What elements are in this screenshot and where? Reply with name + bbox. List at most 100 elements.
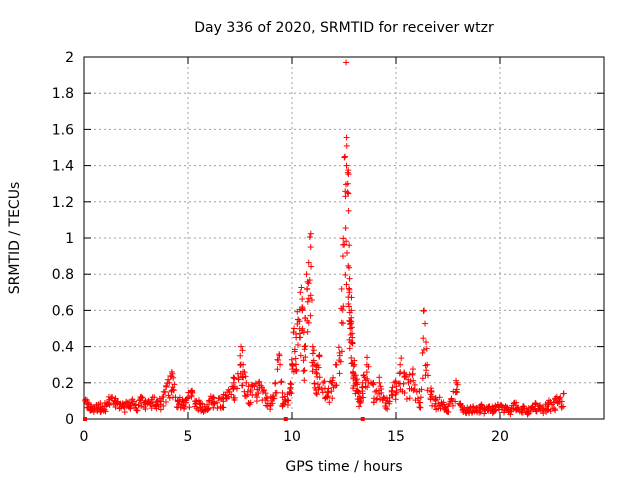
data-point	[410, 377, 417, 384]
data-point	[445, 408, 452, 415]
data-point	[374, 395, 381, 402]
data-point	[392, 391, 399, 398]
data-point	[406, 395, 413, 402]
data-point	[358, 384, 365, 391]
data-point	[342, 193, 349, 200]
data-point	[424, 372, 431, 379]
data-point	[352, 377, 359, 384]
data-point	[247, 399, 254, 406]
data-point	[238, 343, 245, 350]
data-point	[294, 341, 301, 348]
y-tick-label: 0.6	[52, 303, 74, 319]
data-point	[348, 324, 355, 331]
data-point	[333, 361, 340, 368]
data-point	[558, 398, 565, 405]
data-point	[397, 361, 404, 368]
y-tick-label: 1.2	[52, 195, 74, 211]
data-point	[307, 312, 314, 319]
data-point	[524, 411, 531, 418]
tick-layer	[83, 56, 604, 420]
data-point	[409, 366, 416, 373]
data-point	[484, 407, 491, 414]
data-point	[162, 399, 169, 406]
data-point	[354, 381, 361, 388]
data-point	[349, 334, 356, 341]
data-point	[365, 363, 372, 370]
data-point	[329, 377, 336, 384]
data-point	[299, 296, 306, 303]
data-point	[214, 399, 221, 406]
data-point	[157, 401, 164, 408]
data-point	[346, 303, 353, 310]
x-tick-labels: 0 5 10 15 20	[80, 429, 509, 445]
data-point	[316, 374, 323, 381]
data-point	[346, 286, 353, 293]
data-point	[557, 394, 564, 401]
data-point	[293, 366, 300, 373]
data-point	[436, 394, 443, 401]
x-axis-title: GPS time / hours	[285, 459, 402, 475]
data-point	[344, 180, 351, 187]
data-point	[407, 378, 414, 385]
data-point	[240, 374, 247, 381]
data-point	[536, 403, 543, 410]
data-point	[342, 225, 349, 232]
data-point	[382, 403, 389, 410]
data-point	[307, 230, 314, 237]
data-point	[345, 167, 352, 174]
data-point	[309, 343, 316, 350]
data-point	[193, 397, 200, 404]
data-point	[369, 380, 376, 387]
data-point	[363, 369, 370, 376]
data-point	[340, 303, 347, 310]
data-point	[160, 403, 167, 410]
data-point	[308, 263, 315, 270]
data-point	[422, 362, 429, 369]
data-point	[170, 374, 177, 381]
data-point	[403, 395, 410, 402]
data-point	[540, 410, 547, 417]
data-point	[376, 379, 383, 386]
data-point	[359, 379, 366, 386]
y-tick-label: 1.8	[52, 86, 74, 102]
data-point	[388, 388, 395, 395]
data-point	[449, 397, 456, 404]
data-point	[348, 318, 355, 325]
y-axis-title: SRMTID / TECUs	[7, 182, 23, 295]
data-point	[183, 399, 190, 406]
data-point	[233, 385, 240, 392]
data-point	[288, 390, 295, 397]
data-point	[397, 386, 404, 393]
data-point	[348, 354, 355, 361]
data-point	[101, 406, 108, 413]
data-point	[330, 384, 337, 391]
data-point	[336, 370, 343, 377]
data-point	[516, 408, 523, 415]
data-point	[428, 388, 435, 395]
data-point	[151, 394, 158, 401]
data-point	[284, 397, 291, 404]
data-point	[420, 335, 427, 342]
data-point	[297, 352, 304, 359]
data-point	[348, 294, 355, 301]
data-point	[277, 361, 284, 368]
data-point	[165, 392, 172, 399]
data-point	[406, 371, 413, 378]
axis-point-marker	[283, 417, 288, 421]
data-point	[339, 306, 346, 313]
data-point	[202, 406, 209, 413]
x-tick-label: 20	[491, 429, 509, 445]
data-point	[297, 289, 304, 296]
data-point	[299, 305, 306, 312]
data-point	[348, 307, 355, 314]
data-point	[278, 378, 285, 385]
x-tick-label: 5	[184, 429, 193, 445]
data-point	[300, 329, 307, 336]
data-point	[389, 384, 396, 391]
data-point	[160, 393, 167, 400]
data-point	[195, 397, 202, 404]
data-point	[340, 320, 347, 327]
x-tick-label: 10	[283, 429, 301, 445]
data-point	[341, 241, 348, 248]
data-point	[342, 153, 349, 160]
